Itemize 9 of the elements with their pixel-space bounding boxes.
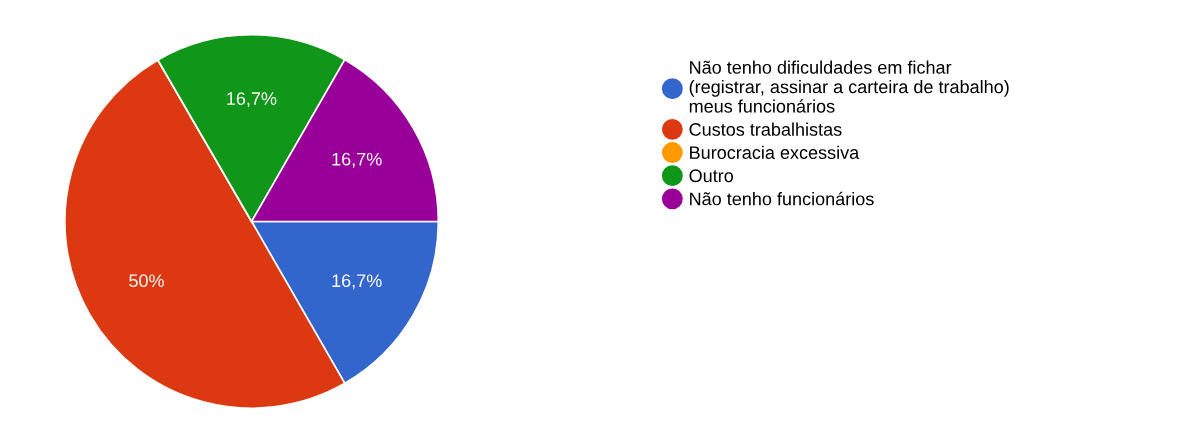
data-label: 16,7% [227,92,277,108]
legend-label: Burocracia excessiva [690,145,860,160]
legend-label: Não tenho funcionários [690,191,874,206]
legend-label: Outro [689,169,734,183]
data-label: 16,7% [332,274,382,290]
data-label: 50% [129,274,164,288]
legend-label: Custos trabalhistas [689,122,842,136]
legend-label: Não tenho dificuldades em fichar (registrar, assinar a carteira de trabalho) meus funcionários [689,60,1009,113]
data-label: 16,7% [332,152,382,168]
